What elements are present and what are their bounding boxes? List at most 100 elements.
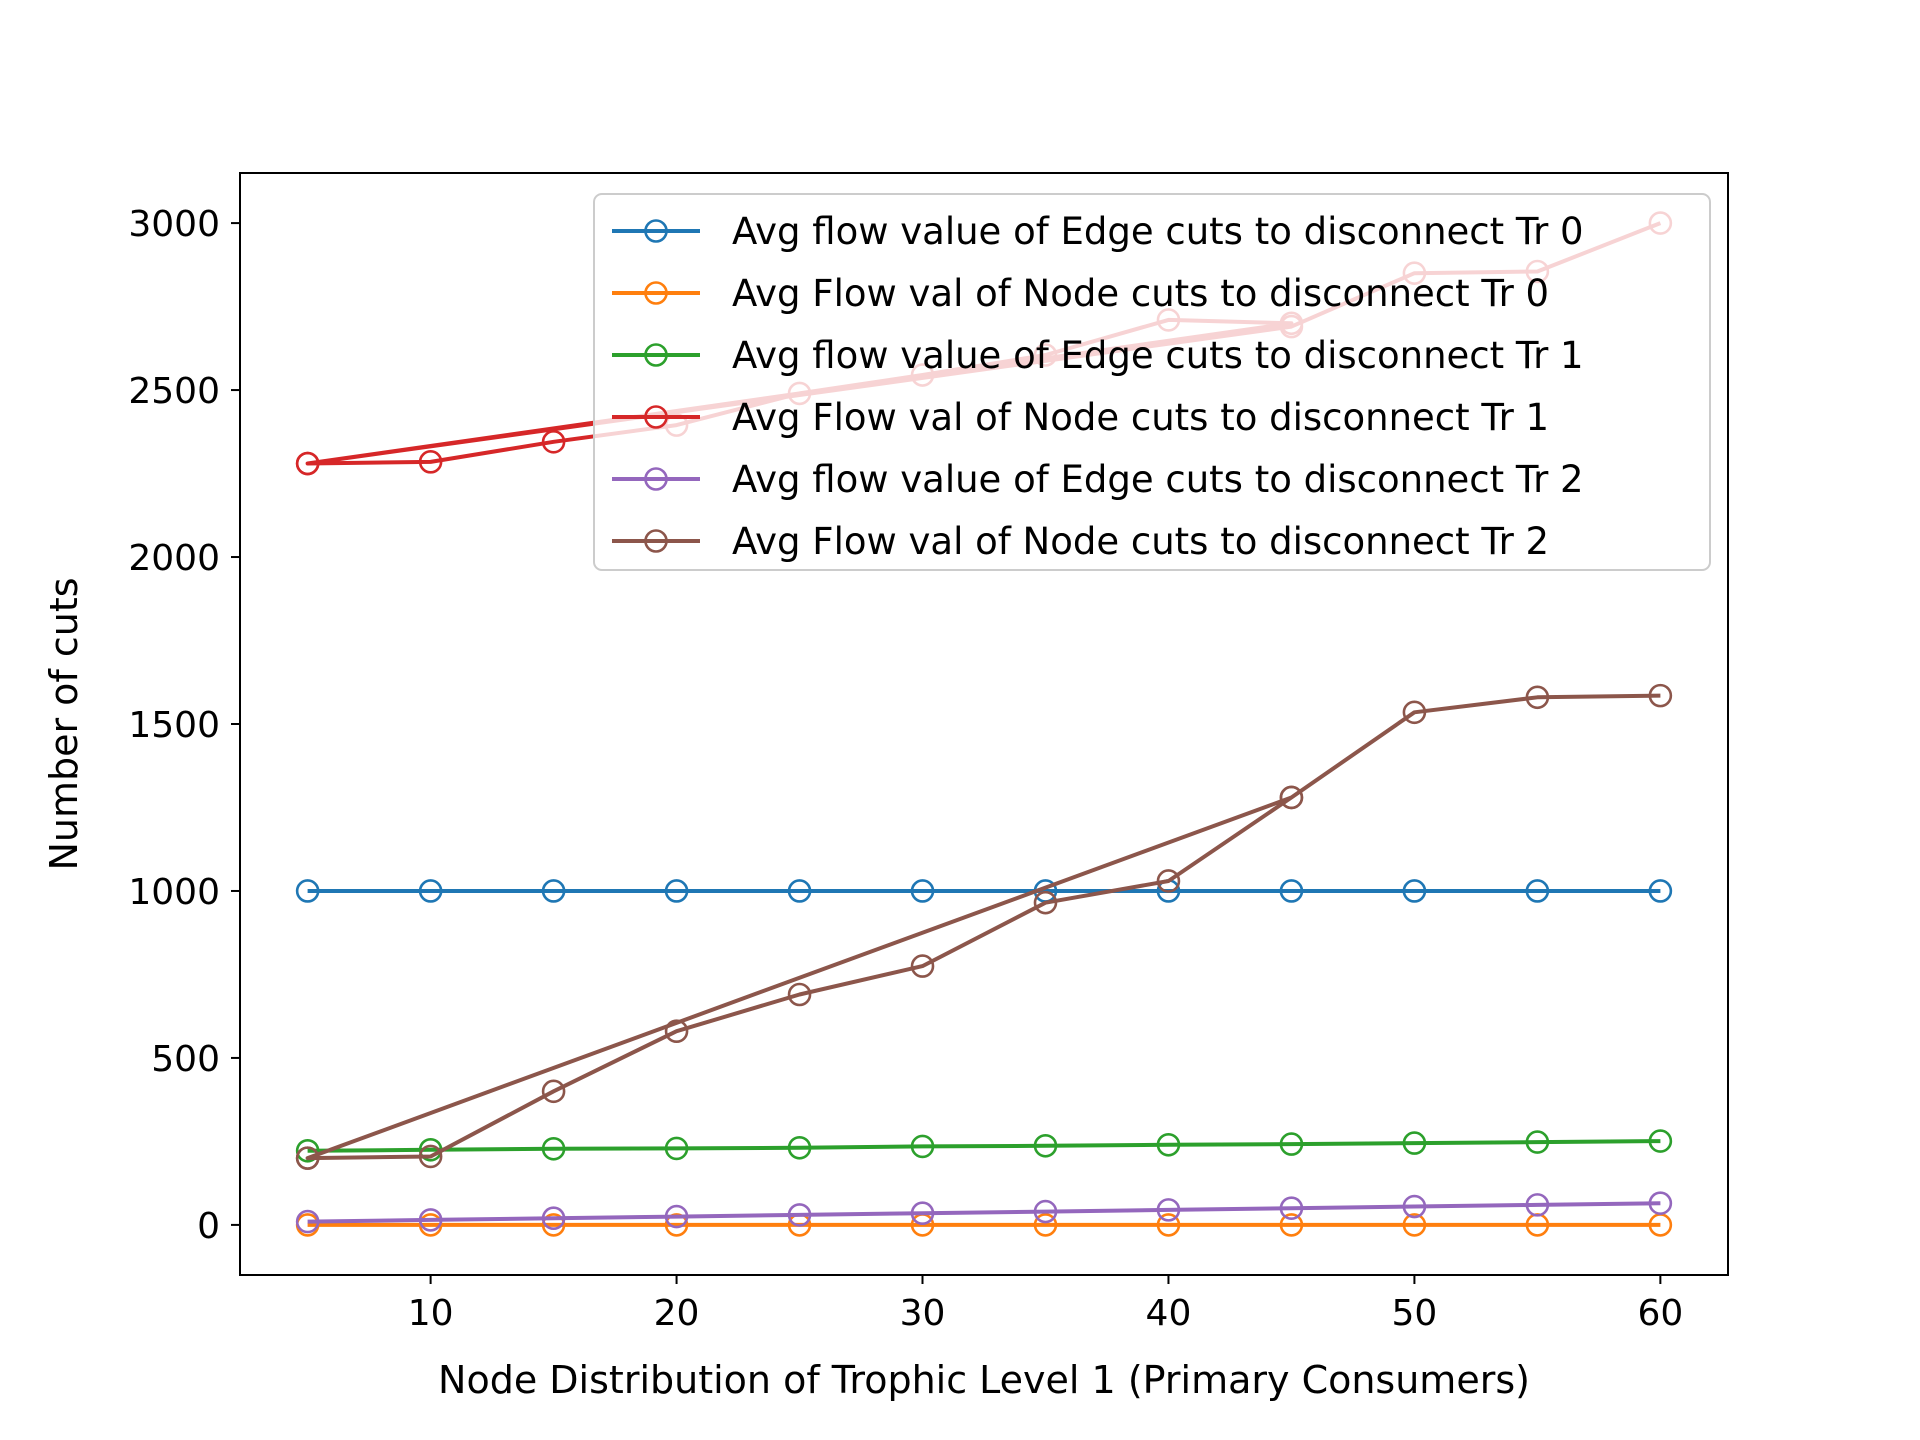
data-point bbox=[1648, 1191, 1673, 1216]
legend-entry: Avg Flow val of Node cuts to disconnect … bbox=[612, 396, 1549, 439]
legend: Avg flow value of Edge cuts to disconnec… bbox=[593, 193, 1711, 571]
legend-label: Avg Flow val of Node cuts to disconnect … bbox=[732, 520, 1549, 563]
data-point bbox=[1525, 1130, 1550, 1154]
data-point bbox=[1033, 890, 1058, 915]
data-point bbox=[664, 879, 689, 903]
data-point bbox=[787, 982, 812, 1007]
data-point bbox=[1156, 1132, 1181, 1157]
y-tick-label: 0 bbox=[197, 1206, 220, 1247]
data-point bbox=[541, 1213, 566, 1237]
data-point bbox=[910, 879, 935, 903]
series-line bbox=[307, 1201, 1661, 1224]
data-point bbox=[1033, 1133, 1058, 1158]
legend-entry: Avg flow value of Edge cuts to disconnec… bbox=[612, 458, 1584, 501]
x-axis: 10 20 30 40 50 60 bbox=[408, 1275, 1683, 1334]
y-axis-label: Number of cuts bbox=[42, 577, 86, 870]
legend-marker-swatch bbox=[644, 219, 668, 243]
data-point bbox=[418, 450, 443, 474]
legend-label: Avg Flow val of Node cuts to disconnect … bbox=[732, 272, 1549, 315]
data-point bbox=[1279, 879, 1304, 903]
legend-frame bbox=[593, 193, 1711, 571]
data-point bbox=[664, 1136, 689, 1161]
series-layer bbox=[295, 211, 1673, 1237]
data-point bbox=[1648, 1129, 1673, 1153]
data-point bbox=[1033, 1213, 1058, 1237]
data-point bbox=[1033, 1199, 1058, 1224]
data-point bbox=[787, 879, 812, 903]
x-tick-label: 30 bbox=[900, 1293, 946, 1334]
data-point bbox=[1279, 785, 1304, 810]
data-point bbox=[1402, 1194, 1427, 1219]
data-point bbox=[541, 879, 566, 903]
series-line bbox=[307, 1139, 1661, 1153]
data-point bbox=[1648, 879, 1673, 903]
data-point bbox=[1402, 1131, 1427, 1155]
x-tick-label: 20 bbox=[654, 1293, 700, 1334]
data-point bbox=[541, 1079, 566, 1104]
series-2 bbox=[295, 1129, 1673, 1163]
data-point bbox=[295, 1209, 320, 1234]
data-point bbox=[295, 1146, 320, 1170]
legend-label: Avg flow value of Edge cuts to disconnec… bbox=[732, 210, 1584, 253]
series-0 bbox=[295, 879, 1673, 903]
legend-entry: Avg flow value of Edge cuts to disconnec… bbox=[612, 210, 1584, 253]
legend-marker-swatch bbox=[644, 281, 668, 305]
data-point bbox=[1525, 1193, 1550, 1217]
legend-marker-swatch bbox=[644, 405, 668, 429]
legend-entry: Avg Flow val of Node cuts to disconnect … bbox=[612, 272, 1549, 315]
legend-label: Avg Flow val of Node cuts to disconnect … bbox=[732, 396, 1549, 439]
y-tick-label: 1500 bbox=[128, 705, 220, 746]
x-tick-label: 10 bbox=[408, 1293, 454, 1334]
data-point bbox=[418, 879, 443, 903]
legend-entry: Avg Flow val of Node cuts to disconnect … bbox=[612, 520, 1549, 563]
data-point bbox=[418, 1208, 443, 1232]
x-tick-label: 60 bbox=[1637, 1293, 1683, 1334]
data-point bbox=[541, 1136, 566, 1161]
y-tick-label: 3000 bbox=[128, 204, 220, 245]
data-point bbox=[295, 451, 320, 476]
data-point bbox=[418, 1144, 443, 1169]
y-axis: 0 500 1000 1500 2000 2500 3000 bbox=[128, 204, 240, 1247]
x-tick-label: 50 bbox=[1392, 1293, 1438, 1334]
data-point bbox=[664, 1213, 689, 1237]
x-axis-label: Node Distribution of Trophic Level 1 (Pr… bbox=[438, 1358, 1530, 1402]
data-point bbox=[541, 430, 566, 454]
data-point bbox=[664, 1019, 689, 1044]
legend-marker-swatch bbox=[644, 467, 668, 491]
data-point bbox=[664, 1204, 689, 1229]
data-point bbox=[1279, 1196, 1304, 1221]
series-4 bbox=[295, 1191, 1673, 1234]
y-tick-label: 2000 bbox=[128, 538, 220, 579]
data-point bbox=[1156, 869, 1181, 893]
data-point bbox=[1279, 1132, 1304, 1156]
data-point bbox=[1156, 1198, 1181, 1222]
y-tick-label: 500 bbox=[151, 1039, 220, 1080]
legend-marker-swatch bbox=[644, 529, 668, 553]
legend-label: Avg flow value of Edge cuts to disconnec… bbox=[732, 458, 1584, 501]
data-point bbox=[295, 879, 320, 903]
data-point bbox=[1525, 879, 1550, 903]
data-point bbox=[910, 954, 935, 978]
data-point bbox=[1402, 879, 1427, 903]
legend-marker-swatch bbox=[644, 343, 668, 367]
data-point bbox=[910, 1201, 935, 1226]
y-tick-label: 2500 bbox=[128, 371, 220, 412]
data-point bbox=[1525, 685, 1550, 710]
x-tick-label: 40 bbox=[1146, 1293, 1192, 1334]
data-point bbox=[1402, 1213, 1427, 1237]
series-line bbox=[305, 693, 1661, 1161]
data-point bbox=[787, 1203, 812, 1227]
legend-entry: Avg flow value of Edge cuts to disconnec… bbox=[612, 334, 1584, 377]
data-point bbox=[787, 1135, 812, 1160]
y-tick-label: 1000 bbox=[128, 872, 220, 913]
legend-label: Avg flow value of Edge cuts to disconnec… bbox=[732, 334, 1584, 377]
data-point bbox=[1156, 1213, 1181, 1237]
data-point bbox=[1279, 1213, 1304, 1237]
data-point bbox=[1648, 683, 1673, 708]
data-point bbox=[910, 1134, 935, 1159]
data-point bbox=[541, 1206, 566, 1231]
series-5 bbox=[295, 683, 1673, 1170]
data-point bbox=[295, 1138, 320, 1163]
data-point bbox=[1402, 700, 1427, 725]
